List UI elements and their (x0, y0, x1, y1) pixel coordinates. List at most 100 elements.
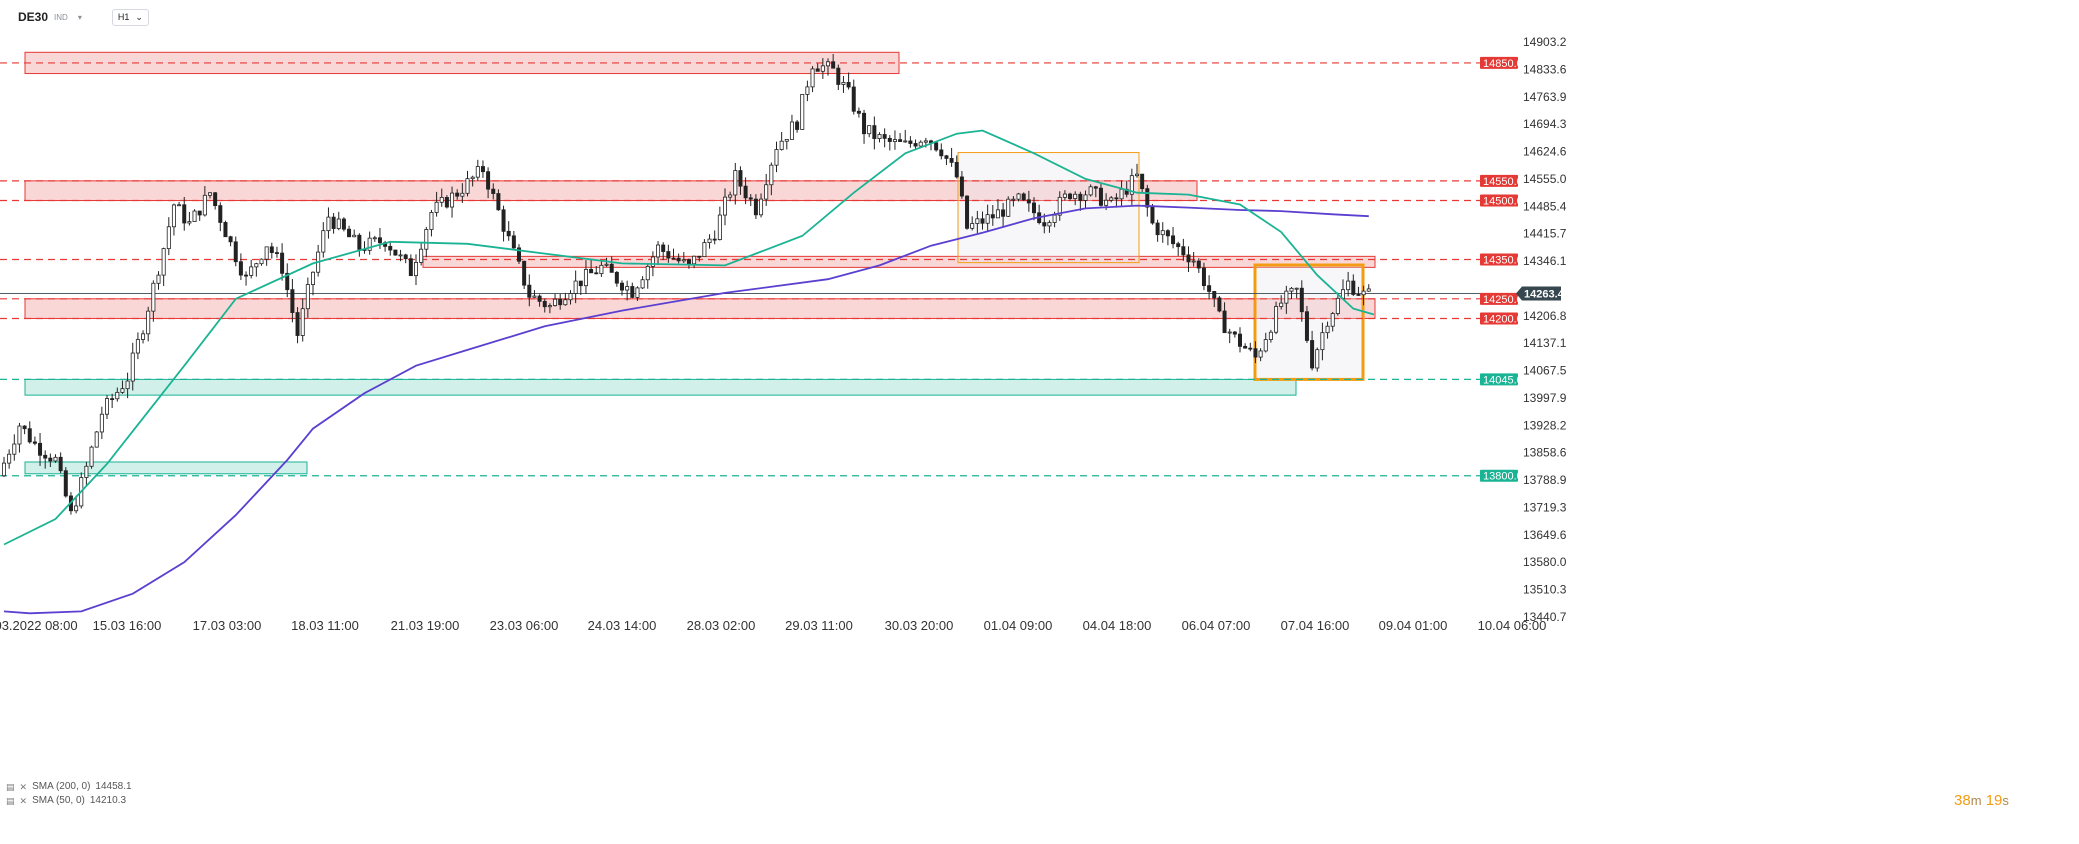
candle-body (877, 134, 882, 139)
candle-body (1150, 206, 1155, 224)
candle-body (372, 237, 377, 240)
candle-body (578, 280, 583, 287)
candle-body (1114, 197, 1119, 200)
candle-body (959, 176, 964, 197)
candle (341, 217, 346, 232)
candle (1310, 330, 1315, 371)
candle (789, 114, 794, 140)
candle-body (820, 65, 825, 72)
candle-body (1356, 294, 1361, 296)
candle-body (1253, 348, 1258, 358)
candle-body (1062, 193, 1067, 198)
legend-row-sma200[interactable]: ▤ ✕ SMA (200, 0) 14458.1 (6, 780, 132, 794)
level-tag-bg (1480, 56, 1518, 69)
candle (831, 53, 836, 69)
candle-body (1346, 280, 1351, 291)
candle (1289, 287, 1294, 299)
eye-icon[interactable]: ▤ (6, 796, 15, 806)
candle (1366, 284, 1371, 292)
candle (1129, 168, 1134, 205)
symbol-name[interactable]: DE30 (18, 10, 49, 24)
candle (1021, 192, 1026, 202)
timeframe-select[interactable]: H1 ⌄ (111, 8, 149, 26)
candle (527, 274, 532, 307)
candle (1032, 197, 1037, 221)
candle-body (1232, 331, 1237, 335)
candle-body (347, 228, 352, 238)
candle-body (1021, 193, 1026, 201)
candle-body (1181, 246, 1186, 256)
candle (707, 234, 712, 249)
candle (547, 303, 552, 314)
candle (723, 188, 728, 226)
candle-body (779, 140, 784, 150)
candle (929, 139, 934, 151)
candle-body (625, 286, 630, 291)
candle (851, 79, 856, 115)
candle (877, 132, 882, 143)
candle (151, 280, 156, 322)
candle-body (151, 282, 156, 312)
candle (1196, 258, 1201, 273)
candle-body (424, 229, 429, 250)
candle-body (841, 82, 846, 85)
candle-body (357, 234, 362, 250)
legend-row-sma50[interactable]: ▤ ✕ SMA (50, 0) 14210.3 (6, 794, 132, 808)
close-icon[interactable]: ✕ (19, 796, 28, 806)
candle-body (867, 125, 872, 135)
candle-body (882, 134, 887, 139)
candle (805, 80, 810, 102)
countdown-min-unit: m (1970, 793, 1982, 808)
candle (810, 66, 815, 93)
eye-icon[interactable]: ▤ (6, 782, 15, 792)
candle (795, 119, 800, 133)
candle (321, 222, 326, 258)
candle (965, 195, 970, 230)
candle (743, 177, 748, 205)
candle-body (434, 201, 439, 213)
candle-body (1248, 347, 1253, 350)
candle-body (944, 155, 949, 159)
candle (800, 93, 805, 130)
candle-body (341, 218, 346, 230)
candle-body (563, 299, 568, 306)
candle-body (1217, 297, 1222, 312)
x-tick-label: 10.04 06:00 (1478, 618, 1547, 633)
candle (419, 243, 424, 266)
candle-body (305, 284, 310, 310)
candle-body (105, 398, 110, 415)
candle-body (826, 61, 831, 67)
candle (635, 286, 640, 302)
symbol-dropdown-icon[interactable]: ▾ (77, 12, 82, 22)
candle-body (1335, 297, 1340, 314)
candle (506, 221, 511, 241)
candle (1315, 347, 1320, 372)
candle (568, 290, 573, 305)
close-icon[interactable]: ✕ (19, 782, 28, 792)
candle (1201, 262, 1206, 291)
candle (1335, 292, 1340, 316)
candle-body (1001, 209, 1006, 217)
candle-body (475, 166, 480, 178)
candle-body (228, 236, 233, 243)
x-tick-label: 09.04 01:00 (1379, 618, 1448, 633)
candle (53, 454, 58, 463)
y-tick-label: 14067.5 (1523, 364, 1567, 378)
candle (774, 141, 779, 173)
y-tick-label: 13719.3 (1523, 500, 1567, 514)
candle (1284, 285, 1289, 314)
candle (815, 63, 820, 72)
candle-body (1011, 198, 1016, 201)
candle-body (1088, 186, 1093, 196)
x-tick-label: 17.03 03:00 (193, 618, 262, 633)
candle (892, 130, 897, 150)
candle-body (903, 140, 908, 143)
candle (1294, 287, 1299, 299)
candle (1150, 203, 1155, 225)
candle-body (681, 259, 686, 262)
candle-body (1258, 350, 1263, 358)
candle (213, 192, 218, 210)
candle (1109, 195, 1114, 203)
candle (58, 452, 63, 474)
